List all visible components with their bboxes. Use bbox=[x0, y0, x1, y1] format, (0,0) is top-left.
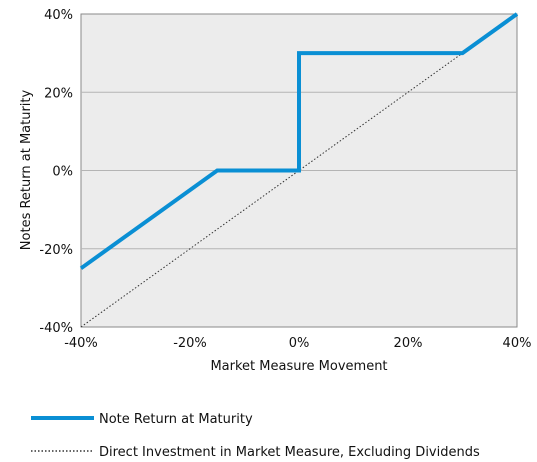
legend-label-note-return: Note Return at Maturity bbox=[99, 412, 253, 427]
x-tick-labels: -40% -20% 0% 20% 40% bbox=[64, 336, 531, 351]
legend-label-direct-investment: Direct Investment in Market Measure, Exc… bbox=[99, 445, 480, 460]
x-tick-label: 0% bbox=[289, 336, 310, 351]
y-tick-label: 20% bbox=[44, 86, 73, 101]
x-tick-label: 20% bbox=[394, 336, 423, 351]
x-tick-label: 40% bbox=[503, 336, 532, 351]
series-line-note-return bbox=[79, 12, 519, 270]
y-axis-label: Notes Return at Maturity bbox=[19, 89, 34, 250]
y-tick-label: 40% bbox=[44, 8, 73, 23]
x-tick-label: -40% bbox=[64, 336, 98, 351]
x-axis-label: Market Measure Movement bbox=[210, 359, 387, 374]
y-tick-label: 0% bbox=[52, 165, 73, 180]
y-tick-label: -40% bbox=[39, 321, 73, 336]
y-tick-label: -20% bbox=[39, 243, 73, 258]
x-tick-label: -20% bbox=[173, 336, 207, 351]
y-tick-labels: 40% 20% 0% -20% -40% bbox=[39, 8, 73, 336]
series-group bbox=[79, 12, 519, 328]
legend: Note Return at Maturity Direct Investmen… bbox=[31, 412, 480, 460]
